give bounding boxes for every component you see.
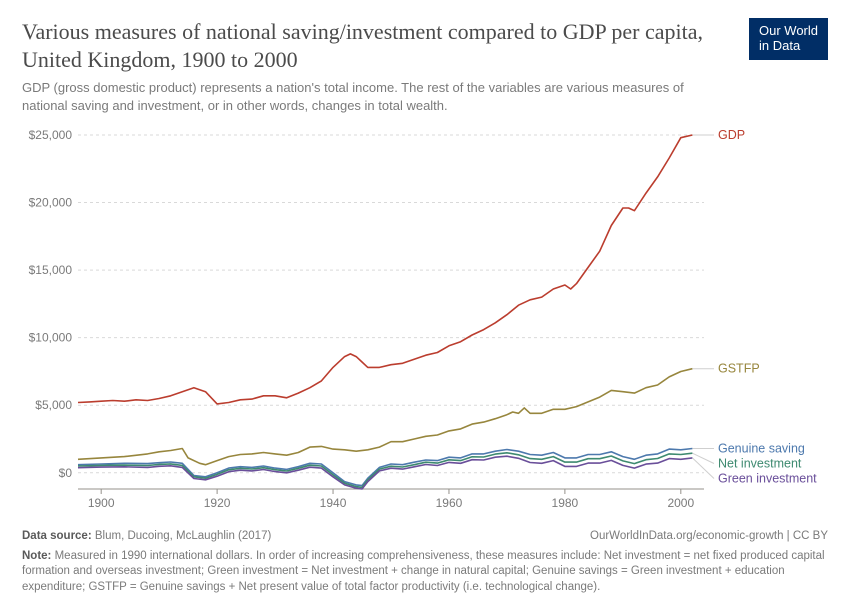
series-line bbox=[78, 135, 692, 404]
source-label: Data source: bbox=[22, 530, 92, 542]
label-connector bbox=[692, 458, 714, 479]
y-tick-label: $10,000 bbox=[29, 331, 73, 345]
line-chart: $0 $5,000 $10,000 $15,000 $20,000 $25,000 1900… bbox=[22, 129, 828, 519]
series-label: GDP bbox=[718, 129, 745, 142]
y-tick-label: $5,000 bbox=[35, 399, 72, 413]
owid-logo: Our World in Data bbox=[749, 18, 828, 60]
y-tick-label: $20,000 bbox=[29, 196, 73, 210]
y-tick-label: $0 bbox=[59, 466, 73, 480]
series-label: Net investment bbox=[718, 457, 802, 471]
x-tick-label: 1900 bbox=[88, 496, 115, 510]
series-line bbox=[78, 369, 692, 465]
y-tick-label: $25,000 bbox=[29, 129, 73, 142]
note-value: Measured in 1990 international dollars. … bbox=[22, 550, 825, 593]
logo-line1: Our World bbox=[759, 24, 818, 39]
x-tick-label: 1940 bbox=[320, 496, 347, 510]
y-tick-label: $15,000 bbox=[29, 263, 73, 277]
chart-area: $0 $5,000 $10,000 $15,000 $20,000 $25,000 1900… bbox=[22, 129, 828, 519]
label-connector bbox=[692, 454, 714, 464]
series-label: Green investment bbox=[718, 472, 817, 486]
chart-footer: Data source: Blum, Ducoing, McLaughlin (… bbox=[22, 529, 828, 595]
series-label: GSTFP bbox=[718, 362, 760, 376]
x-tick-label: 1960 bbox=[436, 496, 463, 510]
note-label: Note: bbox=[22, 550, 51, 562]
x-tick-label: 1920 bbox=[204, 496, 231, 510]
series-label: Genuine saving bbox=[718, 442, 805, 456]
page-title: Various measures of national saving/inve… bbox=[22, 18, 729, 73]
x-tick-label: 1980 bbox=[552, 496, 579, 510]
attribution: OurWorldInData.org/economic-growth | CC … bbox=[590, 529, 828, 545]
logo-line2: in Data bbox=[759, 39, 818, 54]
page-subtitle: GDP (gross domestic product) represents … bbox=[22, 79, 729, 115]
x-tick-label: 2000 bbox=[667, 496, 694, 510]
source-value: Blum, Ducoing, McLaughlin (2017) bbox=[95, 530, 271, 542]
